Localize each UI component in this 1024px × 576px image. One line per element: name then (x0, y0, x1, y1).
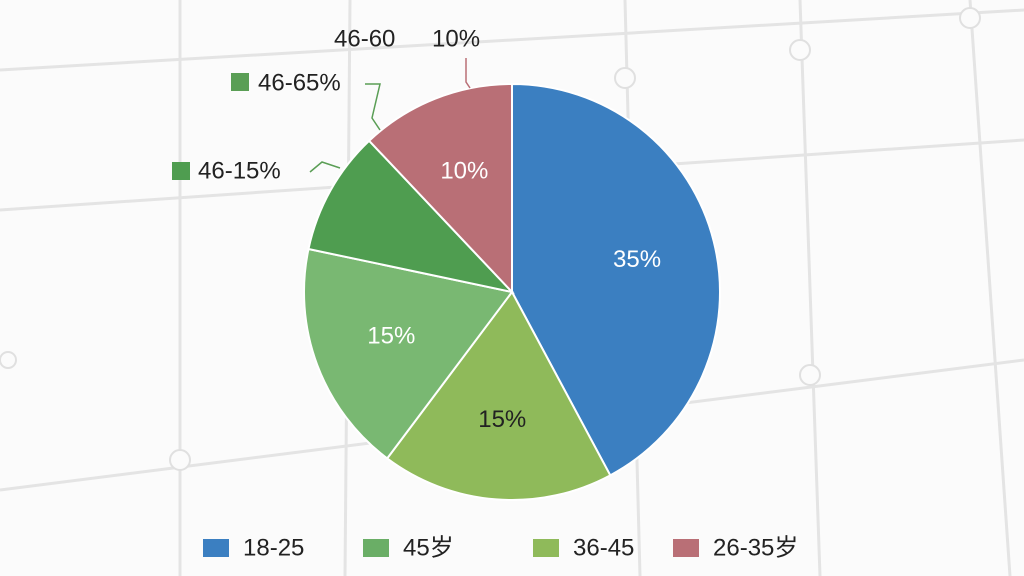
annotation: 46-60 (334, 25, 395, 52)
legend-swatch (363, 539, 389, 557)
legend-label: 45岁 (403, 534, 454, 561)
pie-slice (303, 247, 514, 460)
slice-label: 15% (367, 323, 415, 350)
slice-label: 15% (478, 406, 526, 433)
slice-label: 10% (440, 158, 488, 185)
pie-slice (307, 139, 515, 294)
legend-swatch (533, 539, 559, 557)
legend-label: 18-25 (243, 534, 304, 561)
annotation: 46-15% (198, 157, 281, 184)
slice-label: 35% (613, 246, 661, 273)
pie (303, 82, 721, 501)
pie-slice (511, 82, 721, 477)
legend: 18-25 45岁 36-45 26-35岁 (203, 534, 798, 561)
legend-label: 26-35岁 (713, 534, 798, 561)
legend-swatch (203, 539, 229, 557)
legend-label: 36-45 (573, 534, 634, 561)
pie-slice (367, 82, 513, 295)
callouts (172, 58, 471, 180)
legend-swatch (673, 539, 699, 557)
pie-slice (385, 290, 612, 501)
annotation: 46-65% (258, 69, 341, 96)
annotation: 10% (432, 25, 480, 52)
